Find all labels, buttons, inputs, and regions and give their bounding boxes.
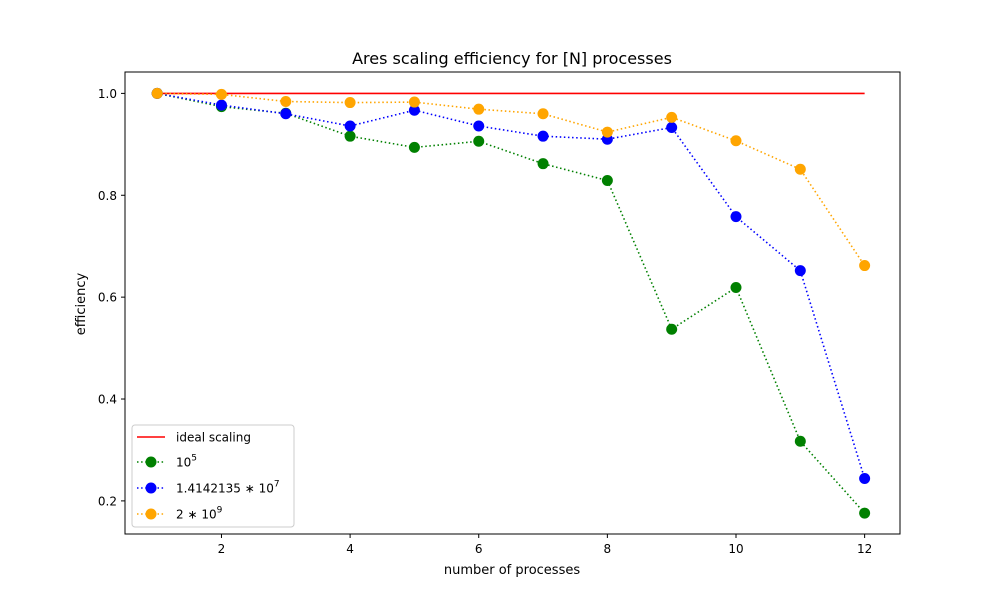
series-1-point-5 (408, 104, 420, 116)
x-axis-label: number of processes (444, 563, 580, 578)
series-2-point-11 (794, 163, 806, 175)
y-tick-label: 0.6 (98, 291, 117, 305)
series-2-point-6 (473, 103, 485, 115)
series-0-point-9 (666, 323, 678, 335)
x-tick-label: 12 (857, 542, 872, 556)
y-tick-label: 0.4 (98, 393, 117, 407)
series-1-point-2 (215, 99, 227, 111)
series-1-point-7 (537, 130, 549, 142)
series-1-point-4 (344, 120, 356, 132)
series-1-point-10 (730, 211, 742, 223)
y-axis-label: efficiency (74, 272, 89, 335)
legend-series-2-label: 2 ∗ 109 (176, 506, 223, 522)
series-2-point-7 (537, 108, 549, 120)
x-tick-label: 8 (604, 542, 612, 556)
series-0-point-7 (537, 158, 549, 170)
series-0-point-11 (794, 435, 806, 447)
series-2-point-5 (408, 96, 420, 108)
series-1-line (157, 92, 866, 479)
x-tick-label: 2 (218, 542, 226, 556)
series-1-point-6 (473, 120, 485, 132)
legend-series-0-swatch-marker (145, 456, 157, 468)
series-2-point-1 (151, 87, 163, 99)
series-0-point-10 (730, 281, 742, 293)
series-2-point-4 (344, 97, 356, 109)
y-tick-label: 1.0 (98, 87, 117, 101)
chart-title: Ares scaling efficiency for [N] processe… (352, 49, 672, 68)
legend-series-1-label: 1.4142135 ∗ 107 (176, 480, 280, 496)
series-1-point-3 (280, 108, 292, 120)
series-0-point-6 (473, 135, 485, 147)
legend-frame (131, 424, 295, 528)
x-tick-label: 4 (346, 542, 354, 556)
legend-series-2-swatch-marker (145, 508, 157, 520)
legend: ideal scaling 105 1.4142135 ∗ 107 2 ∗ 109 (131, 424, 295, 528)
series-0-point-4 (344, 130, 356, 142)
series-1-point-12 (859, 472, 871, 484)
series-2-point-9 (666, 111, 678, 123)
series-2-point-12 (859, 260, 871, 272)
series-0-point-5 (408, 141, 420, 153)
series-2-point-3 (280, 96, 292, 108)
plot-area: 2 4 6 8 10 12 0.2 0.4 0.6 0.8 1.0 (98, 71, 901, 556)
x-tick-label: 6 (475, 542, 483, 556)
series-1-point-9 (666, 122, 678, 134)
series-0-point-12 (859, 507, 871, 519)
legend-ideal-label: ideal scaling (176, 431, 251, 445)
series-2-point-2 (215, 88, 227, 100)
series-2-point-10 (730, 135, 742, 147)
y-tick-label: 0.2 (98, 494, 117, 508)
axes-frame (124, 71, 901, 535)
series-2-line (157, 92, 866, 267)
series-1-point-11 (794, 265, 806, 277)
legend-series-1-swatch-marker (145, 482, 157, 494)
legend-series-0-label: 105 (176, 454, 197, 470)
series-2-point-8 (601, 126, 613, 138)
y-tick-label: 0.8 (98, 189, 117, 203)
series-0-point-8 (601, 174, 613, 186)
x-tick-label: 10 (728, 542, 743, 556)
